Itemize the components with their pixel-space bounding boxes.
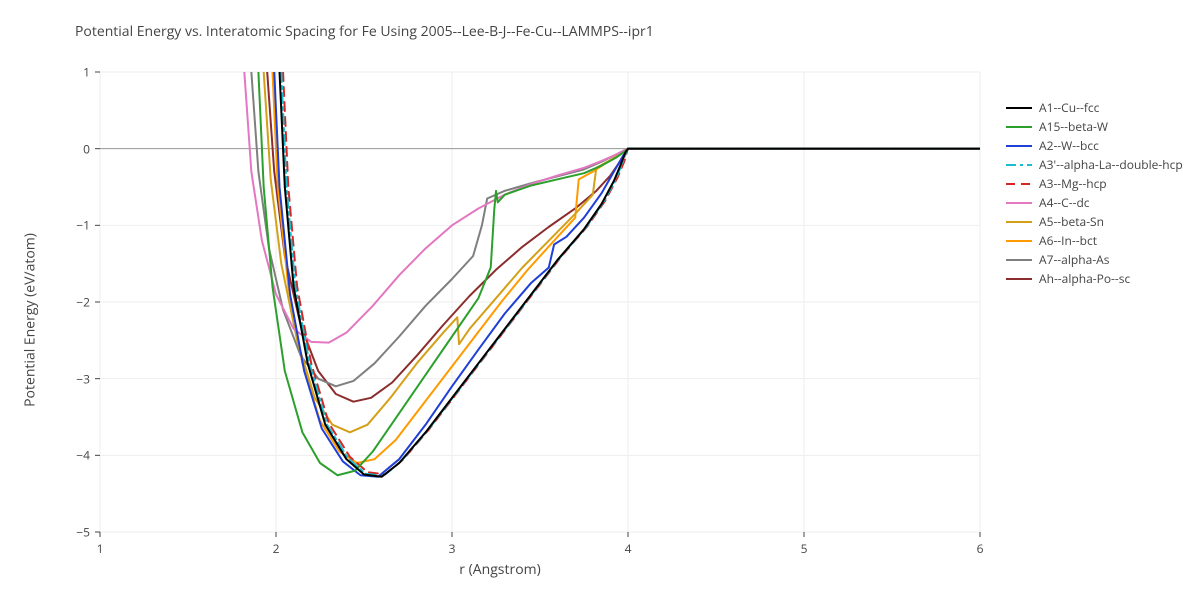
y-axis-label: Potential Energy (eV/atom) xyxy=(21,233,40,407)
legend-item-A15--beta-W[interactable]: A15--beta-W xyxy=(1005,117,1183,136)
tick-lines xyxy=(95,72,980,537)
series-A6--In--bct[interactable] xyxy=(272,72,980,463)
y-tick--1: −1 xyxy=(50,217,90,234)
legend-label: A3--Mg--hcp xyxy=(1039,175,1107,192)
x-axis-label: r (Angstrom) xyxy=(0,560,1000,579)
x-tick-2: 2 xyxy=(273,540,280,557)
y-tick-1: 1 xyxy=(50,64,90,81)
plot-svg xyxy=(0,0,1200,600)
legend-swatch xyxy=(1005,273,1033,285)
legend-swatch xyxy=(1005,197,1033,209)
y-tick--5: −5 xyxy=(50,524,90,541)
chart-container: Potential Energy vs. Interatomic Spacing… xyxy=(0,0,1200,600)
series-A7--alpha-As[interactable] xyxy=(251,72,980,386)
series-A15--beta-W[interactable] xyxy=(258,72,980,475)
legend-item-A5--beta-Sn[interactable]: A5--beta-Sn xyxy=(1005,212,1183,231)
x-tick-5: 5 xyxy=(801,540,808,557)
legend-item-A2--W--bcc[interactable]: A2--W--bcc xyxy=(1005,136,1183,155)
legend-item-A7--alpha-As[interactable]: A7--alpha-As xyxy=(1005,250,1183,269)
legend-item-A3--Mg--hcp[interactable]: A3--Mg--hcp xyxy=(1005,174,1183,193)
series-A2--W--bcc[interactable] xyxy=(274,72,980,477)
x-tick-6: 6 xyxy=(977,540,984,557)
legend-item-A6--In--bct[interactable]: A6--In--bct xyxy=(1005,231,1183,250)
legend-label: Ah--alpha-Po--sc xyxy=(1039,270,1130,287)
legend-item-A4--C--dc[interactable]: A4--C--dc xyxy=(1005,193,1183,212)
legend-swatch xyxy=(1005,216,1033,228)
legend-label: A4--C--dc xyxy=(1039,194,1090,211)
y-tick-0: 0 xyxy=(50,140,90,157)
legend-swatch xyxy=(1005,121,1033,133)
legend-swatch xyxy=(1005,254,1033,266)
legend-label: A15--beta-W xyxy=(1039,118,1108,135)
legend[interactable]: A1--Cu--fcc A15--beta-W A2--W--bcc A3'--alp… xyxy=(1005,98,1183,288)
legend-swatch xyxy=(1005,178,1033,190)
legend-item-Ah--alpha-Po--sc[interactable]: Ah--alpha-Po--sc xyxy=(1005,269,1183,288)
legend-swatch xyxy=(1005,140,1033,152)
grid-layer xyxy=(100,72,980,532)
x-tick-4: 4 xyxy=(625,540,632,557)
legend-label: A2--W--bcc xyxy=(1039,137,1099,154)
legend-label: A3'--alpha-La--double-hcp xyxy=(1039,156,1183,173)
legend-item-A3'--alpha-La--double-hcp[interactable]: A3'--alpha-La--double-hcp xyxy=(1005,155,1183,174)
y-tick--3: −3 xyxy=(50,370,90,387)
x-tick-3: 3 xyxy=(449,540,456,557)
chart-title: Potential Energy vs. Interatomic Spacing… xyxy=(75,22,654,41)
series-Ah--alpha-Po--sc[interactable] xyxy=(267,72,980,402)
series-layer xyxy=(244,72,980,477)
legend-label: A7--alpha-As xyxy=(1039,251,1109,268)
series-A3'--alpha-La--double-hcp[interactable] xyxy=(281,72,980,476)
series-A1--Cu--fcc[interactable] xyxy=(280,72,980,477)
legend-swatch xyxy=(1005,159,1033,171)
legend-item-A1--Cu--fcc[interactable]: A1--Cu--fcc xyxy=(1005,98,1183,117)
series-A3--Mg--hcp[interactable] xyxy=(283,72,980,475)
legend-label: A1--Cu--fcc xyxy=(1039,99,1099,116)
y-tick--4: −4 xyxy=(50,447,90,464)
x-tick-1: 1 xyxy=(97,540,104,557)
y-tick--2: −2 xyxy=(50,294,90,311)
legend-swatch xyxy=(1005,235,1033,247)
legend-swatch xyxy=(1005,102,1033,114)
legend-label: A5--beta-Sn xyxy=(1039,213,1104,230)
legend-label: A6--In--bct xyxy=(1039,232,1097,249)
